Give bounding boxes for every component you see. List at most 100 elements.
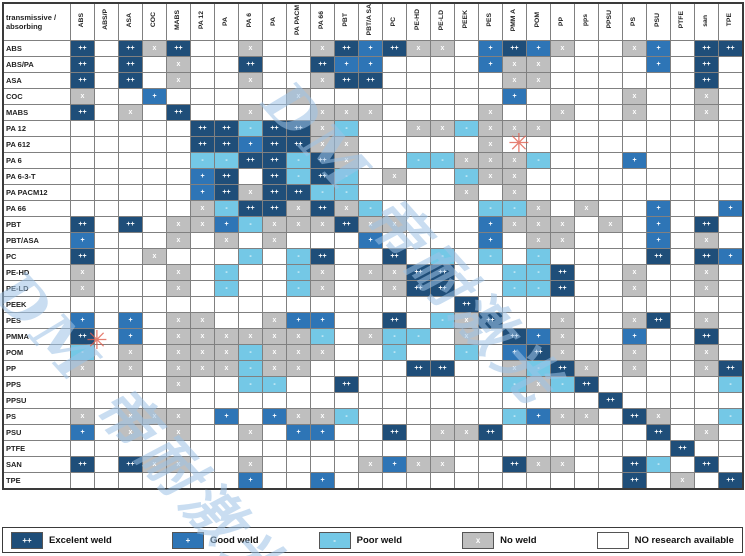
row-header-pa-612: PA 612 [2,136,71,154]
matrix-cell [406,72,431,90]
matrix-cell: ++ [310,56,335,74]
table-row: PES + + x x x + + ++ - x ++ x x ++ x [2,312,744,330]
matrix-cell: ++ [334,40,359,58]
matrix-cell [70,376,95,394]
matrix-cell: x [550,456,575,474]
matrix-cell [670,248,695,266]
matrix-cell: ++ [550,280,575,298]
matrix-cell: - [238,120,263,138]
matrix-cell: + [478,216,503,234]
table-row: COC x + x + x x [2,88,744,106]
column-header-pe-hd: PE-HD [406,2,431,42]
matrix-cell [214,472,239,490]
table-row: PA 66 x - ++ ++ x ++ x - - - x x + + [2,200,744,218]
matrix-cell [358,392,383,410]
matrix-cell [238,88,263,106]
matrix-cell [646,72,671,90]
matrix-cell [190,424,215,442]
table-row: PEEK ++ [2,296,744,314]
matrix-cell: x [166,56,191,74]
column-header-pa: PA [262,2,287,42]
matrix-cell [454,376,479,394]
matrix-cell [118,232,143,250]
matrix-cell: ++ [694,328,719,346]
matrix-cell: x [574,360,599,378]
matrix-cell: ++ [286,184,311,202]
matrix-cell [94,424,119,442]
matrix-cell [406,232,431,250]
matrix-cell [574,104,599,122]
matrix-cell: x [262,216,287,234]
matrix-cell [334,328,359,346]
matrix-cell [190,40,215,58]
matrix-cell: ++ [598,392,623,410]
matrix-cell [118,136,143,154]
matrix-cell [94,232,119,250]
matrix-cell: + [214,216,239,234]
column-header-pa-pacm: PA PACM [286,2,311,42]
matrix-cell: x [238,72,263,90]
matrix-cell: + [622,328,647,346]
row-header-pe-ld: PE-LD [2,280,71,298]
matrix-cell [238,168,263,186]
matrix-cell: ++ [694,56,719,74]
column-header-label: PBT/A SA [366,4,374,36]
table-row: ASA ++ ++ x x x ++ ++ x x ++ [2,72,744,90]
matrix-cell [334,312,359,330]
matrix-cell: x [406,40,431,58]
matrix-cell [670,424,695,442]
matrix-cell: - [190,152,215,170]
matrix-cell [430,296,455,314]
matrix-cell [574,296,599,314]
matrix-cell: x [70,88,95,106]
column-header-pe-ld: PE-LD [430,2,455,42]
matrix-cell [430,200,455,218]
matrix-cell: x [526,456,551,474]
column-header-pc: PC [382,2,407,42]
matrix-cell: x [190,200,215,218]
matrix-cell: x [454,152,479,170]
matrix-cell [286,232,311,250]
matrix-cell: + [646,232,671,250]
matrix-cell: + [70,424,95,442]
matrix-cell: x [694,360,719,378]
matrix-cell [670,72,695,90]
matrix-cell: x [430,40,455,58]
matrix-cell: - [238,376,263,394]
matrix-cell [262,104,287,122]
matrix-cell [718,392,744,410]
matrix-cell [118,392,143,410]
matrix-cell [406,392,431,410]
matrix-cell [430,408,455,426]
matrix-cell [214,392,239,410]
matrix-cell: ++ [70,56,95,74]
matrix-cell [94,392,119,410]
table-row: PA 12 ++ ++ - ++ ++ x - x x - x x x [2,120,744,138]
matrix-cell: ++ [622,408,647,426]
matrix-cell [502,312,527,330]
matrix-cell [406,408,431,426]
matrix-cell: x [478,120,503,138]
matrix-cell: - [478,200,503,218]
matrix-cell [646,376,671,394]
matrix-cell [478,280,503,298]
matrix-cell: x [286,216,311,234]
matrix-cell: - [430,248,455,266]
legend-label: No weld [500,534,537,546]
matrix-cell [190,280,215,298]
matrix-cell: x [166,264,191,282]
matrix-cell: ++ [262,184,287,202]
matrix-cell [382,136,407,154]
column-header-peek: PEEK [454,2,479,42]
matrix-cell: + [190,184,215,202]
matrix-cell [262,392,287,410]
matrix-cell [286,456,311,474]
matrix-cell [550,440,575,458]
matrix-cell [550,168,575,186]
legend-swatch [596,531,629,549]
matrix-cell [430,232,455,250]
matrix-cell [670,56,695,74]
matrix-cell [70,472,95,490]
matrix-cell: ++ [262,200,287,218]
matrix-cell: ++ [574,376,599,394]
